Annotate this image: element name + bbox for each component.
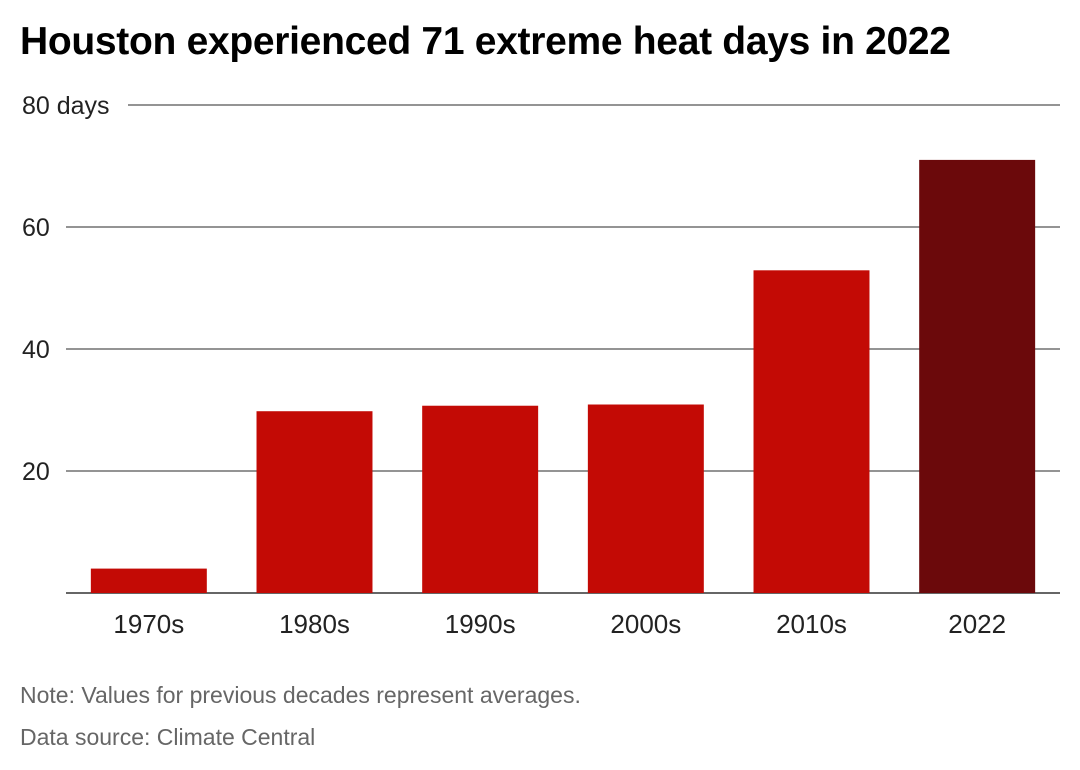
bar-1980s	[256, 411, 373, 593]
x-tick-label: 2000s	[610, 609, 681, 639]
footnotes: Note: Values for previous decades repres…	[20, 680, 581, 764]
bar-chart: 20 40 60 80 days 1970s 1980s 1990s 2000s 2010s 2…	[22, 92, 1060, 639]
source-text: Data source: Climate Central	[20, 724, 316, 750]
y-tick-label: 80 days	[22, 92, 110, 120]
bar-1990s	[422, 405, 539, 593]
x-tick-label: 1990s	[445, 609, 516, 639]
bar-2000s	[587, 404, 704, 593]
x-tick-label: 2010s	[776, 609, 847, 639]
bar-2022	[919, 159, 1036, 593]
bars	[90, 159, 1036, 593]
x-axis-tick-labels: 1970s 1980s 1990s 2000s 2010s 2022	[113, 609, 1006, 639]
y-tick-label: 20	[22, 458, 50, 486]
bar-2010s	[753, 270, 870, 593]
y-tick-label: 60	[22, 214, 50, 242]
x-tick-label: 2022	[948, 609, 1006, 639]
x-tick-label: 1980s	[279, 609, 350, 639]
note-text: Note: Values for previous decades repres…	[20, 682, 581, 708]
gridlines	[66, 104, 1060, 594]
y-axis-tick-labels: 20 40 60 80 days	[22, 92, 110, 486]
y-tick-label: 40	[22, 336, 50, 364]
chart-title: Houston experienced 71 extreme heat days…	[20, 20, 951, 63]
bar-1970s	[90, 568, 207, 593]
x-tick-label: 1970s	[113, 609, 184, 639]
